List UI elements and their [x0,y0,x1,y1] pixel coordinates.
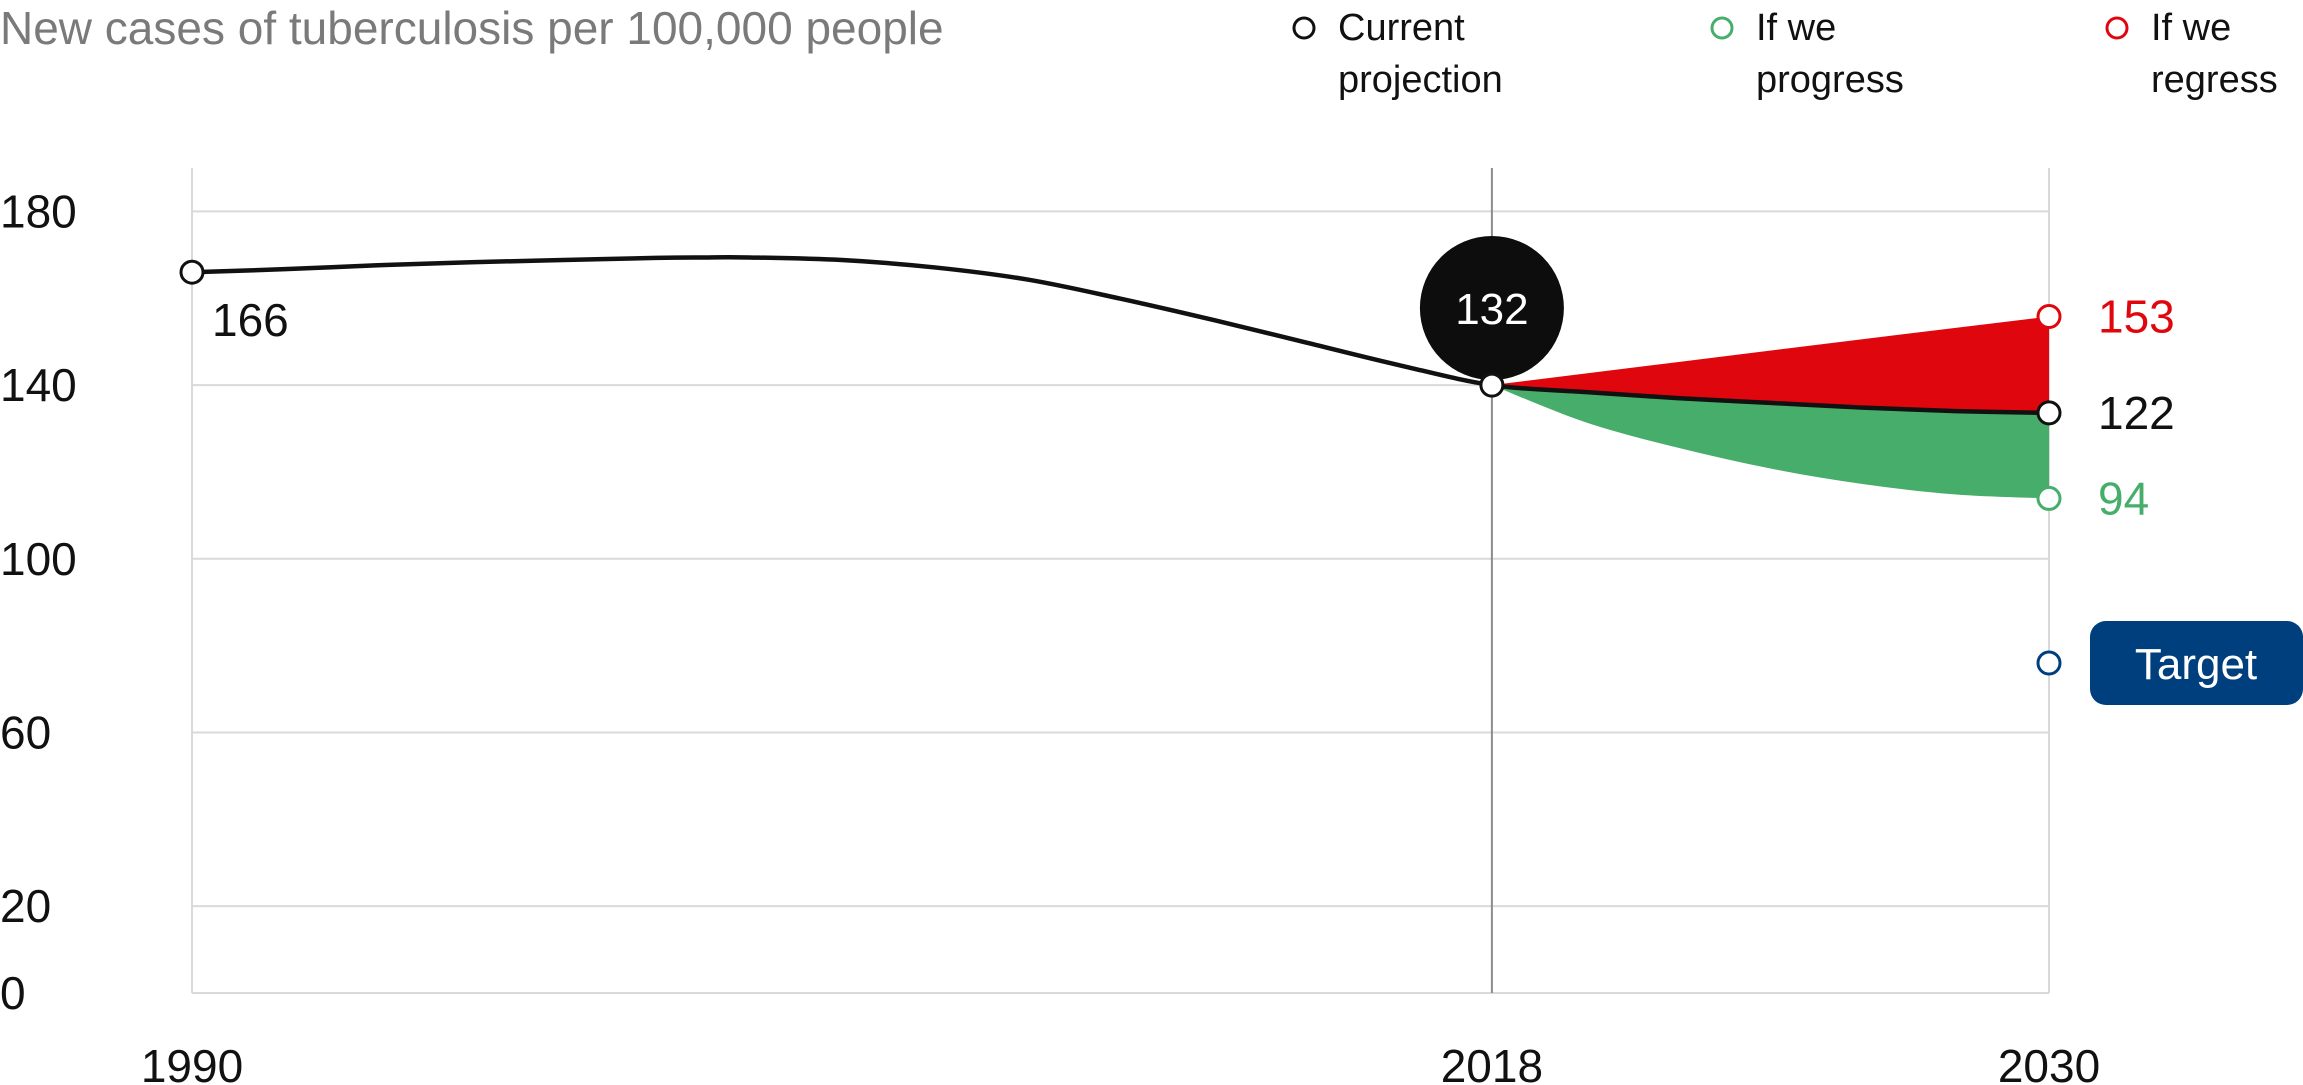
chart-title: New cases of tuberculosis per 100,000 pe… [0,2,944,54]
x-tick-label: 2030 [1998,1040,2100,1085]
legend-marker-progress [1710,16,1734,40]
legend-label-line: regress [2151,59,2278,101]
markers [179,259,2062,676]
progress-end-marker [2036,485,2062,511]
legend-item-current: Current projection [1292,7,1503,101]
point-labels: 166 132 153 122 94 Target [212,236,2303,705]
target-badge [2090,621,2303,705]
y-tick-label: 180 [0,185,77,237]
y-tick-label: 0 [0,967,26,1019]
legend-marker-regress [2105,16,2129,40]
y-tick-label: 60 [0,706,51,758]
y-tick-label: 20 [0,880,51,932]
start-point-marker [179,259,205,285]
current-end-marker [2036,400,2062,426]
x-tick-label: 1990 [141,1040,243,1085]
legend: Current projection If we progress If we regre… [1292,7,2278,101]
legend-label-line: If we [1756,7,1836,49]
regress-end-label: 153 [2098,291,2175,343]
start-value-label: 166 [212,294,289,346]
legend-label-line: If we [2151,7,2231,49]
value-badge-2018-text: 132 [1455,285,1528,334]
target-marker [2036,650,2062,676]
regress-area [1491,316,2049,413]
regress-end-marker [2036,304,2062,329]
y-tick-label: 100 [0,533,77,585]
y-axis-ticks: 0 20 60 100 140 180 [0,185,77,1019]
current-projection-line [191,254,2050,416]
projection-areas [1491,316,2049,499]
legend-label-line: projection [1338,59,1503,101]
value-badge-2018 [1419,236,1564,380]
current-end-label: 122 [2098,387,2175,439]
grid [191,168,2050,994]
y-tick-label: 140 [0,359,77,411]
point-2018-marker [1479,372,1505,398]
progress-end-label: 94 [2098,472,2149,524]
x-tick-label: 2018 [1441,1040,1543,1085]
legend-item-progress: If we progress [1710,7,1904,101]
legend-item-regress: If we regress [2105,7,2278,101]
legend-label-line: Current [1338,7,1465,49]
progress-area [1491,385,2049,499]
legend-marker-current [1292,16,1316,40]
x-axis-ticks: 1990 2018 2030 [141,1040,2100,1085]
target-badge-text: Target [2135,640,2257,689]
legend-label-line: progress [1756,59,1904,101]
series-lines [191,254,2050,416]
